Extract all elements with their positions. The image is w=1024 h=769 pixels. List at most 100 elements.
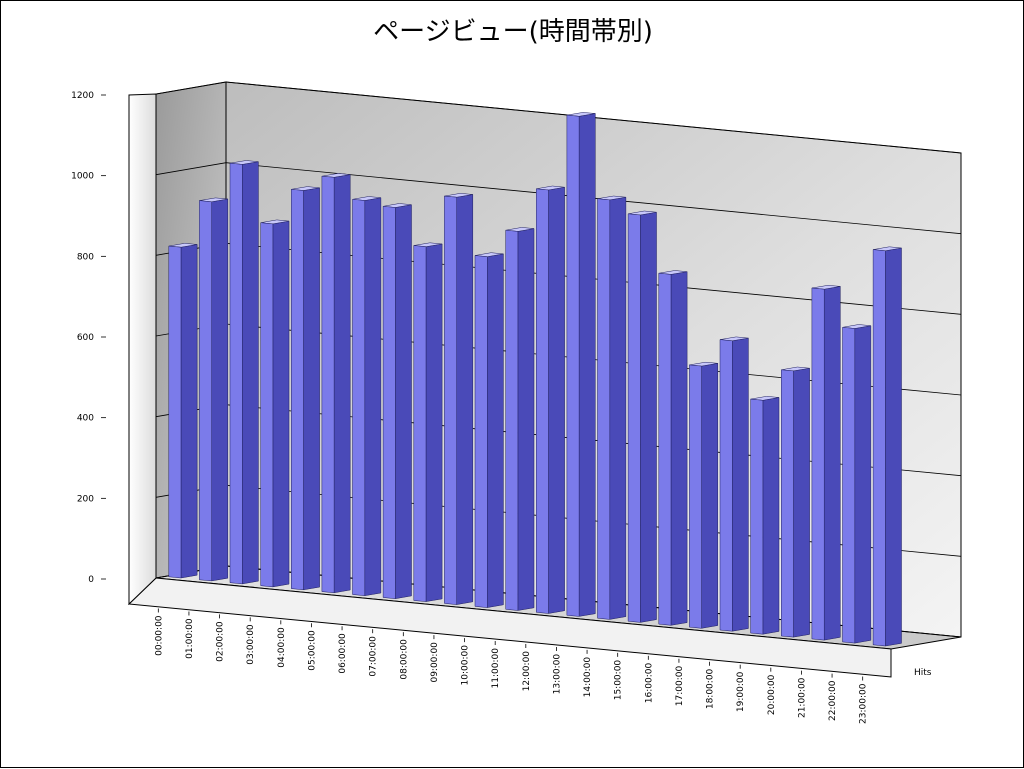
bar (781, 366, 810, 638)
bar (413, 242, 443, 602)
bar-front (321, 175, 335, 594)
bar-side (395, 204, 412, 599)
y-tick-label: 1000 (71, 172, 94, 182)
x-tick-label: 10:00:00 (461, 645, 471, 686)
x-tick-label: 17:00:00 (675, 665, 685, 706)
bar (566, 112, 596, 617)
bar-side (762, 397, 780, 635)
bar-front (474, 255, 488, 608)
bar-front (444, 195, 457, 605)
bar-front (229, 162, 243, 585)
bar-front (719, 339, 733, 632)
bar (474, 252, 504, 608)
bar-front (872, 249, 886, 647)
bar-side (670, 271, 688, 626)
bar-front (597, 198, 611, 620)
bar-side (640, 211, 657, 623)
x-tick-label: 02:00:00 (216, 621, 226, 662)
bar (658, 270, 688, 626)
bar-front (260, 222, 274, 588)
x-tick-label: 05:00:00 (307, 630, 317, 671)
x-tick-label: 03:00:00 (246, 624, 256, 665)
bar-side (303, 187, 320, 591)
bar-front (291, 189, 304, 591)
y-tick-label: 1200 (71, 91, 94, 101)
x-tick-label: 11:00:00 (491, 648, 501, 689)
bars (168, 112, 902, 647)
bar-side (364, 197, 382, 596)
bar-side (823, 286, 841, 641)
bar (229, 160, 259, 585)
x-tick-label: 14:00:00 (583, 657, 593, 698)
bar-front (536, 188, 549, 614)
bar-side (854, 325, 872, 644)
bar-front (627, 213, 641, 623)
bar-side (548, 186, 565, 614)
bar-side (272, 220, 290, 588)
bar (260, 219, 290, 588)
bar-front (566, 114, 580, 617)
bar (199, 197, 229, 582)
bar-side (732, 337, 749, 632)
chart-title: ページビュー(時間帯別) (373, 17, 653, 47)
x-tick-label: 04:00:00 (277, 627, 287, 668)
bar-front (750, 398, 764, 635)
y-tick-label: 400 (77, 414, 94, 424)
x-tick-label: 01:00:00 (185, 618, 195, 659)
y-tick-label: 600 (77, 333, 94, 343)
bar-front (505, 229, 519, 611)
gridline (155, 162, 962, 235)
x-tick-label: 00:00:00 (154, 615, 164, 656)
bar-side (578, 113, 596, 617)
bar-front (199, 200, 212, 582)
bar (597, 195, 627, 620)
x-tick-label: 08:00:00 (399, 639, 409, 680)
x-axis-ticks: 00:00:00 01:00:00 02:00:00 03:00:00 04:00:00… (154, 608, 869, 724)
bar-front (413, 245, 427, 602)
gridline (155, 81, 962, 154)
bar (872, 246, 902, 647)
bar (689, 361, 719, 629)
bar-front (658, 272, 672, 626)
bar-side (425, 243, 443, 602)
bar-front (352, 199, 366, 596)
bar-side (885, 247, 902, 647)
bar-front (842, 327, 856, 644)
bar-side (242, 161, 259, 585)
x-tick-label: 22:00:00 (828, 680, 838, 721)
bar-front (689, 364, 702, 629)
x-tick-label: 20:00:00 (767, 674, 777, 715)
bar (536, 185, 565, 614)
bar-side (180, 244, 198, 579)
y-axis-ticks: 0 200 400 600 800 1000 1200 (71, 91, 106, 585)
bar (505, 227, 535, 611)
x-tick-label: 07:00:00 (369, 636, 379, 677)
bar (627, 210, 657, 623)
x-tick-label: 13:00:00 (552, 654, 562, 695)
x-tick-label: 21:00:00 (797, 677, 807, 718)
bar (321, 173, 351, 594)
bar-front (781, 369, 794, 638)
bar-side (456, 194, 474, 605)
bar-front (382, 206, 396, 599)
bar-side (701, 363, 719, 629)
bar-front (168, 245, 182, 579)
x-tick-label: 15:00:00 (614, 660, 624, 701)
bar (352, 196, 382, 596)
x-tick-label: 12:00:00 (522, 651, 532, 692)
bar-front (811, 287, 825, 641)
x-tick-label: 19:00:00 (736, 671, 746, 712)
bar-side (487, 253, 504, 608)
x-tick-label: 09:00:00 (430, 642, 440, 683)
bar (811, 285, 841, 641)
bar-side (609, 196, 627, 620)
bar (842, 324, 872, 644)
bar-side (793, 367, 810, 638)
bar-side (333, 174, 351, 594)
y-tick-label: 0 (88, 575, 94, 585)
x-tick-label: 16:00:00 (644, 663, 654, 704)
bar (444, 193, 474, 605)
bar (719, 336, 749, 632)
